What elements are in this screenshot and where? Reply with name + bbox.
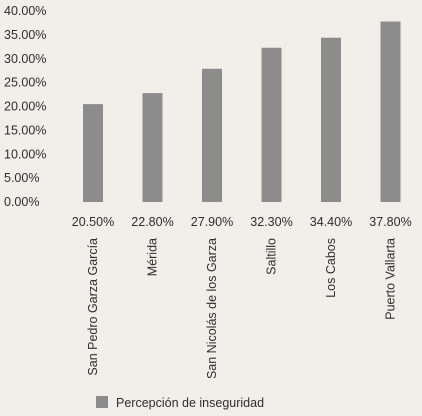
y-tick-label: 20.00% [4,100,46,114]
legend: Percepción de inseguridad [96,396,264,410]
y-tick-label: 15.00% [4,123,46,137]
category-label: San Pedro Garza García [86,238,100,376]
bar [321,37,341,202]
legend-swatch [96,396,108,408]
y-tick-label: 10.00% [4,147,46,161]
y-tick-label: 40.00% [4,4,46,18]
bar [380,21,401,202]
y-tick-label: 30.00% [4,52,46,66]
data-label: 20.50% [72,215,114,229]
y-tick-label: 5.00% [4,171,39,185]
category-label: Saltillo [265,238,279,275]
bar [261,47,282,202]
data-labels: 20.50% 22.80% 27.90% 32.30% 34.40% 37.80% [72,215,412,229]
y-axis-ticks: 0.00% 5.00% 10.00% 15.00% 20.00% 25.00% 30.00%… [4,4,46,209]
data-label: 34.40% [310,215,352,229]
category-label: Puerto Vallarta [384,238,398,320]
y-tick-label: 25.00% [4,76,46,90]
data-label: 22.80% [131,215,173,229]
bar [202,68,222,202]
category-label: San Nicolás de los Garza [205,238,219,379]
bars [83,21,401,202]
bar [83,104,103,202]
data-label: 32.30% [250,215,292,229]
data-label: 37.80% [369,215,411,229]
category-label: Mérida [146,238,160,276]
bar [142,93,163,202]
y-tick-label: 0.00% [4,195,39,209]
category-label: Los Cabos [324,238,338,298]
y-tick-label: 35.00% [4,28,46,42]
legend-label: Percepción de inseguridad [116,396,264,410]
data-label: 27.90% [191,215,233,229]
category-labels: San Pedro Garza García Mérida San Nicolás … [86,238,398,379]
